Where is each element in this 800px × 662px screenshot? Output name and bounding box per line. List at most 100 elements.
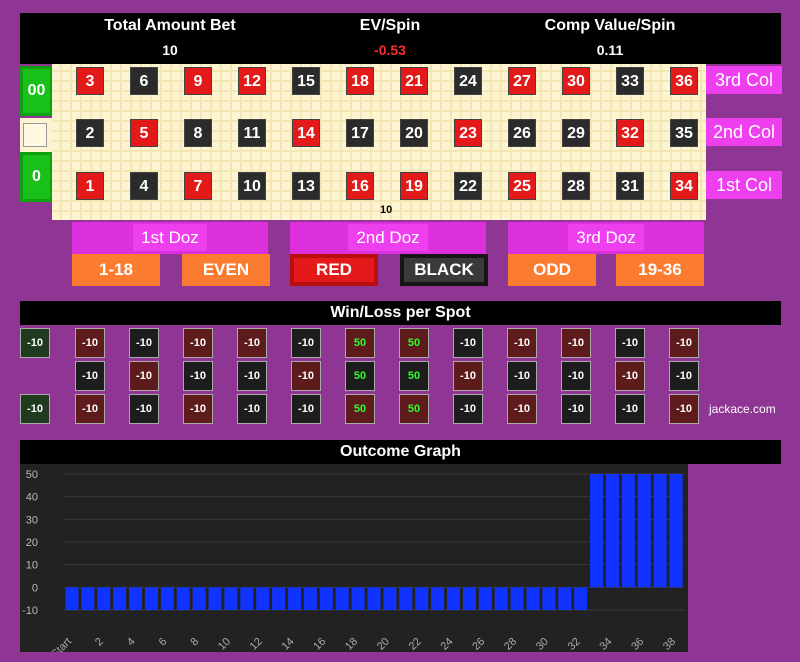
winloss-cell: 50 (345, 361, 375, 391)
x-tick-label: 28 (502, 636, 519, 652)
ev-label: EV/Spin (359, 17, 421, 34)
number-8[interactable]: 8 (184, 119, 212, 147)
x-tick-label: 16 (311, 636, 328, 652)
winloss-cell: -10 (669, 394, 699, 424)
winloss-cell: -10 (453, 328, 483, 358)
winloss-cell: 50 (399, 394, 429, 424)
x-tick-label: 10 (216, 636, 233, 652)
number-9[interactable]: 9 (184, 67, 212, 95)
number-30[interactable]: 30 (562, 67, 590, 95)
winloss-cell: -10 (183, 394, 213, 424)
number-14[interactable]: 14 (292, 119, 320, 147)
winloss-cell: -10 (291, 394, 321, 424)
number-13[interactable]: 13 (292, 172, 320, 200)
x-tick-label: 26 (470, 636, 487, 652)
number-10[interactable]: 10 (238, 172, 266, 200)
bar-38 (669, 474, 683, 588)
chip-value: 10 (380, 204, 393, 216)
number-21[interactable]: 21 (400, 67, 428, 95)
number-4[interactable]: 4 (130, 172, 158, 200)
column-1st[interactable]: 1st Col (706, 171, 782, 199)
number-12[interactable]: 12 (238, 67, 266, 95)
bar-12 (256, 587, 270, 610)
number-23[interactable]: 23 (454, 119, 482, 147)
bar-8 (192, 587, 206, 610)
dozen-3rd-label: 3rd Doz (568, 224, 644, 251)
x-tick-label: 36 (629, 636, 646, 652)
x-tick-label: 8 (188, 636, 201, 649)
bet-even[interactable]: EVEN (182, 254, 270, 286)
winloss-cell: -10 (75, 328, 105, 358)
number-27[interactable]: 27 (508, 67, 536, 95)
winloss-cell: -10 (669, 361, 699, 391)
bar-19 (367, 587, 381, 610)
number-1[interactable]: 1 (76, 172, 104, 200)
zero-0[interactable]: 0 (20, 152, 53, 202)
bet-black[interactable]: BLACK (400, 254, 488, 286)
number-26[interactable]: 26 (508, 119, 536, 147)
number-24[interactable]: 24 (454, 67, 482, 95)
bet-red[interactable]: RED (290, 254, 378, 286)
number-19[interactable]: 19 (400, 172, 428, 200)
number-36[interactable]: 36 (670, 67, 698, 95)
number-11[interactable]: 11 (238, 119, 266, 147)
total-bet-value: 10 (162, 42, 178, 58)
number-25[interactable]: 25 (508, 172, 536, 200)
number-31[interactable]: 31 (616, 172, 644, 200)
x-tick-label: 18 (343, 636, 360, 652)
column-2nd[interactable]: 2nd Col (706, 118, 782, 146)
bar-10 (224, 587, 238, 610)
number-35[interactable]: 35 (670, 119, 698, 147)
number-29[interactable]: 29 (562, 119, 590, 147)
winloss-cell: -10 (453, 394, 483, 424)
bar-35 (621, 474, 635, 588)
column-3rd[interactable]: 3rd Col (706, 66, 782, 94)
number-34[interactable]: 34 (670, 172, 698, 200)
winloss-zero: -10 (20, 394, 50, 424)
bar-11 (240, 587, 254, 610)
bar-30 (542, 587, 556, 610)
betting-board (52, 64, 706, 220)
zero-00[interactable]: 00 (20, 66, 53, 116)
bar-1 (81, 587, 95, 610)
x-tick-label: 24 (438, 636, 455, 652)
number-33[interactable]: 33 (616, 67, 644, 95)
bet-odd[interactable]: ODD (508, 254, 596, 286)
bar-32 (574, 587, 588, 610)
bet-1-18[interactable]: 1-18 (72, 254, 160, 286)
bet-19-36[interactable]: 19-36 (616, 254, 704, 286)
bar-21 (399, 587, 413, 610)
number-5[interactable]: 5 (130, 119, 158, 147)
ev-value: -0.53 (374, 42, 406, 58)
bar-4 (129, 587, 143, 610)
dozen-2nd[interactable]: 2nd Doz (290, 222, 486, 254)
winloss-cell: -10 (615, 394, 645, 424)
winloss-cell: -10 (561, 361, 591, 391)
number-18[interactable]: 18 (346, 67, 374, 95)
winloss-cell: 50 (399, 328, 429, 358)
dozen-2nd-label: 2nd Doz (348, 224, 428, 251)
number-17[interactable]: 17 (346, 119, 374, 147)
number-16[interactable]: 16 (346, 172, 374, 200)
dozen-1st[interactable]: 1st Doz (72, 222, 268, 254)
number-15[interactable]: 15 (292, 67, 320, 95)
number-7[interactable]: 7 (184, 172, 212, 200)
x-tick-label: 20 (375, 636, 392, 652)
bar-3 (113, 587, 127, 610)
y-tick-label: -10 (22, 605, 38, 617)
number-22[interactable]: 22 (454, 172, 482, 200)
number-32[interactable]: 32 (616, 119, 644, 147)
comp-label: Comp Value/Spin (544, 17, 676, 34)
total-bet-label: Total Amount Bet (104, 17, 236, 34)
bar-22 (415, 587, 429, 610)
winloss-cell: -10 (237, 328, 267, 358)
winloss-cell: -10 (507, 361, 537, 391)
dozen-3rd[interactable]: 3rd Doz (508, 222, 704, 254)
number-6[interactable]: 6 (130, 67, 158, 95)
bar-25 (462, 587, 476, 610)
number-2[interactable]: 2 (76, 119, 104, 147)
number-3[interactable]: 3 (76, 67, 104, 95)
winloss-cell: -10 (237, 361, 267, 391)
number-28[interactable]: 28 (562, 172, 590, 200)
number-20[interactable]: 20 (400, 119, 428, 147)
